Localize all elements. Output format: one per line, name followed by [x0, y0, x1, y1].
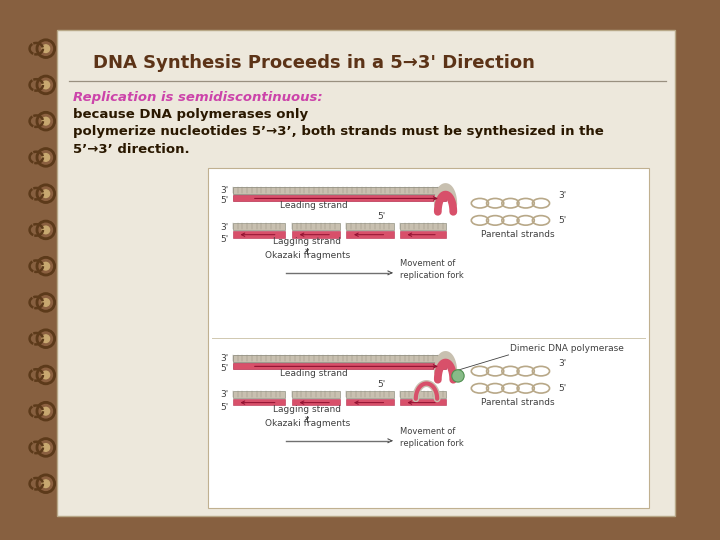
Bar — [400, 391, 446, 398]
Bar — [346, 391, 394, 398]
Text: 3': 3' — [221, 222, 229, 232]
Circle shape — [39, 42, 53, 55]
Circle shape — [42, 335, 50, 342]
Circle shape — [42, 371, 50, 379]
Text: Lagging strand: Lagging strand — [274, 405, 341, 414]
Bar — [233, 362, 446, 369]
Text: Movement of: Movement of — [400, 427, 455, 436]
Text: 5': 5' — [377, 380, 386, 389]
Circle shape — [42, 299, 50, 306]
Text: 5': 5' — [377, 212, 386, 221]
Text: 5’→3’ direction.: 5’→3’ direction. — [73, 143, 189, 156]
Text: 5': 5' — [558, 384, 567, 393]
Circle shape — [39, 368, 53, 382]
Circle shape — [36, 329, 55, 348]
Text: Lagging strand: Lagging strand — [274, 237, 341, 246]
Circle shape — [42, 480, 50, 488]
Circle shape — [42, 226, 50, 234]
Bar — [233, 399, 285, 406]
Bar — [292, 391, 340, 398]
Circle shape — [36, 220, 55, 239]
Text: Leading strand: Leading strand — [280, 369, 348, 378]
Text: 3': 3' — [558, 192, 567, 200]
Circle shape — [39, 114, 53, 128]
Circle shape — [42, 153, 50, 161]
Circle shape — [39, 332, 53, 346]
Circle shape — [39, 477, 53, 490]
Bar — [233, 187, 446, 194]
Circle shape — [36, 438, 55, 457]
Bar — [346, 223, 394, 230]
Bar — [346, 399, 394, 406]
Circle shape — [39, 187, 53, 200]
Bar — [233, 391, 285, 398]
Text: 5': 5' — [221, 364, 229, 373]
Bar — [233, 223, 285, 230]
Circle shape — [36, 256, 55, 276]
Bar — [233, 194, 446, 201]
Text: because DNA polymerases only: because DNA polymerases only — [73, 109, 307, 122]
Circle shape — [42, 190, 50, 198]
Circle shape — [36, 76, 55, 94]
Bar — [400, 231, 446, 238]
Circle shape — [39, 223, 53, 237]
Text: Dimeric DNA polymerase: Dimeric DNA polymerase — [510, 344, 624, 353]
Circle shape — [42, 444, 50, 451]
Bar — [346, 231, 394, 238]
Bar — [292, 399, 340, 406]
Circle shape — [42, 262, 50, 270]
Text: 5': 5' — [558, 216, 567, 225]
Circle shape — [39, 151, 53, 164]
Circle shape — [39, 404, 53, 418]
Bar — [292, 223, 340, 230]
Bar — [233, 355, 446, 362]
Circle shape — [42, 81, 50, 89]
Circle shape — [36, 184, 55, 203]
Text: Parental strands: Parental strands — [481, 397, 555, 407]
Text: 3': 3' — [221, 186, 229, 195]
Text: 5': 5' — [221, 235, 229, 244]
Circle shape — [42, 117, 50, 125]
Text: DNA Synthesis Proceeds in a 5→3' Direction: DNA Synthesis Proceeds in a 5→3' Directi… — [94, 54, 536, 72]
Text: 3': 3' — [221, 354, 229, 363]
Bar — [400, 399, 446, 406]
Circle shape — [39, 78, 53, 92]
Circle shape — [42, 45, 50, 52]
Circle shape — [36, 366, 55, 384]
Circle shape — [36, 39, 55, 58]
Text: 5': 5' — [221, 403, 229, 412]
Text: Replication is semidiscontinuous:: Replication is semidiscontinuous: — [73, 91, 322, 104]
Text: replication fork: replication fork — [400, 271, 463, 280]
Ellipse shape — [451, 370, 464, 382]
Text: Okazaki fragments: Okazaki fragments — [265, 418, 350, 428]
Circle shape — [42, 407, 50, 415]
Text: Parental strands: Parental strands — [481, 230, 555, 239]
Circle shape — [36, 112, 55, 131]
Circle shape — [36, 293, 55, 312]
Text: 5': 5' — [221, 196, 229, 205]
Text: replication fork: replication fork — [400, 438, 463, 448]
Circle shape — [39, 260, 53, 273]
Text: Movement of: Movement of — [400, 259, 455, 268]
Circle shape — [39, 296, 53, 309]
Circle shape — [36, 474, 55, 493]
Circle shape — [36, 148, 55, 167]
Text: Okazaki fragments: Okazaki fragments — [265, 251, 350, 260]
Circle shape — [39, 441, 53, 454]
Bar — [208, 168, 649, 508]
Text: Leading strand: Leading strand — [280, 201, 348, 210]
Circle shape — [36, 402, 55, 421]
Bar — [400, 223, 446, 230]
Text: 3': 3' — [221, 390, 229, 400]
Text: polymerize nucleotides 5’→3’, both strands must be synthesized in the: polymerize nucleotides 5’→3’, both stran… — [73, 125, 603, 138]
Bar — [292, 231, 340, 238]
Bar — [233, 231, 285, 238]
Text: 3': 3' — [558, 359, 567, 368]
